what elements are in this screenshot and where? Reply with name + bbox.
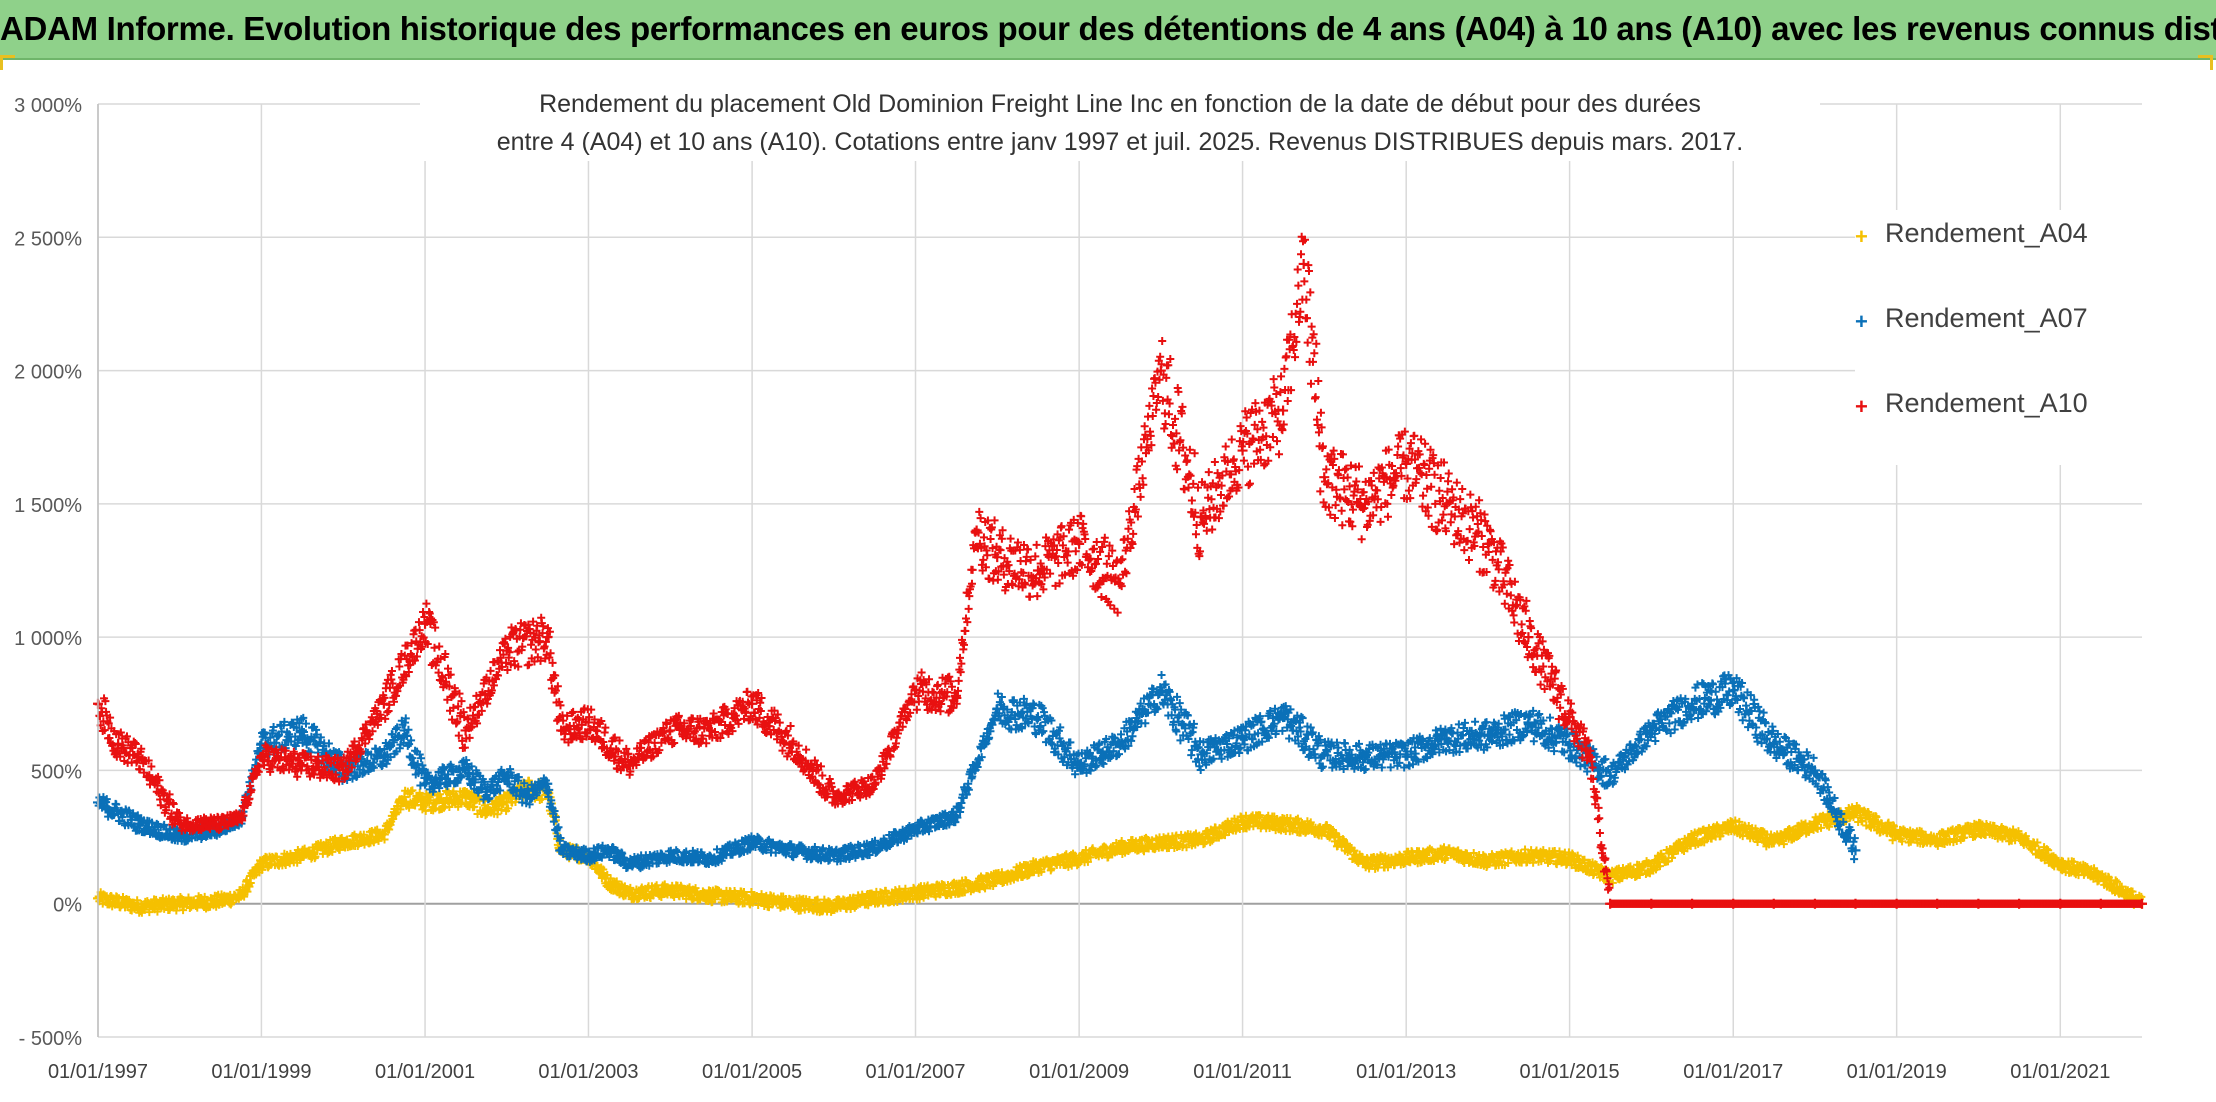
scatter-marker	[1047, 864, 1056, 873]
scatter-marker	[1015, 868, 1024, 877]
scatter-marker	[396, 805, 405, 814]
scatter-marker	[389, 814, 398, 823]
scatter-marker	[846, 905, 855, 914]
corner-mark-right	[2198, 55, 2213, 70]
scatter-marker	[1172, 727, 1181, 736]
scatter-marker	[494, 801, 503, 810]
scatter-marker	[988, 873, 997, 882]
scatter-marker	[710, 895, 719, 904]
scatter-marker	[114, 894, 123, 903]
scatter-marker	[449, 787, 458, 796]
grid	[97, 103, 2142, 1038]
scatter-marker	[747, 888, 756, 897]
scatter-marker	[245, 882, 254, 891]
scatter-marker	[408, 786, 417, 795]
scatter-marker	[343, 835, 352, 844]
scatter-marker	[335, 845, 344, 854]
scatter-marker	[258, 865, 267, 874]
scatter-marker	[991, 879, 1000, 888]
scatter-marker	[1037, 867, 1046, 876]
scatter-marker	[612, 877, 621, 886]
scatter-marker	[499, 800, 508, 809]
scatter-marker	[380, 835, 389, 844]
series-rendement-a04	[93, 776, 2147, 917]
scatter-marker	[445, 802, 454, 811]
series-layer	[93, 232, 2147, 917]
scatter-marker	[1098, 851, 1107, 860]
scatter-marker	[981, 884, 990, 893]
scatter-marker	[328, 847, 337, 856]
scatter-marker	[504, 804, 513, 813]
header-bar: ADAM Informe. Evolution historique des p…	[0, 0, 2216, 60]
scatter-marker	[359, 830, 368, 839]
scatter-marker	[997, 868, 1006, 877]
scatter-marker	[246, 878, 255, 887]
scatter-marker	[1083, 857, 1092, 866]
header-title: ADAM Informe. Evolution historique des p…	[0, 10, 2216, 47]
scatter-marker	[133, 896, 142, 905]
scatter-marker	[272, 853, 281, 862]
scatter-marker	[470, 802, 479, 811]
scatter-marker	[311, 852, 320, 861]
scatter-marker	[153, 907, 162, 916]
scatter-marker	[739, 888, 748, 897]
scatter-marker	[1157, 671, 1166, 680]
scatter-marker	[212, 892, 221, 901]
corner-mark-left	[0, 55, 15, 70]
scatter-marker	[481, 811, 490, 820]
